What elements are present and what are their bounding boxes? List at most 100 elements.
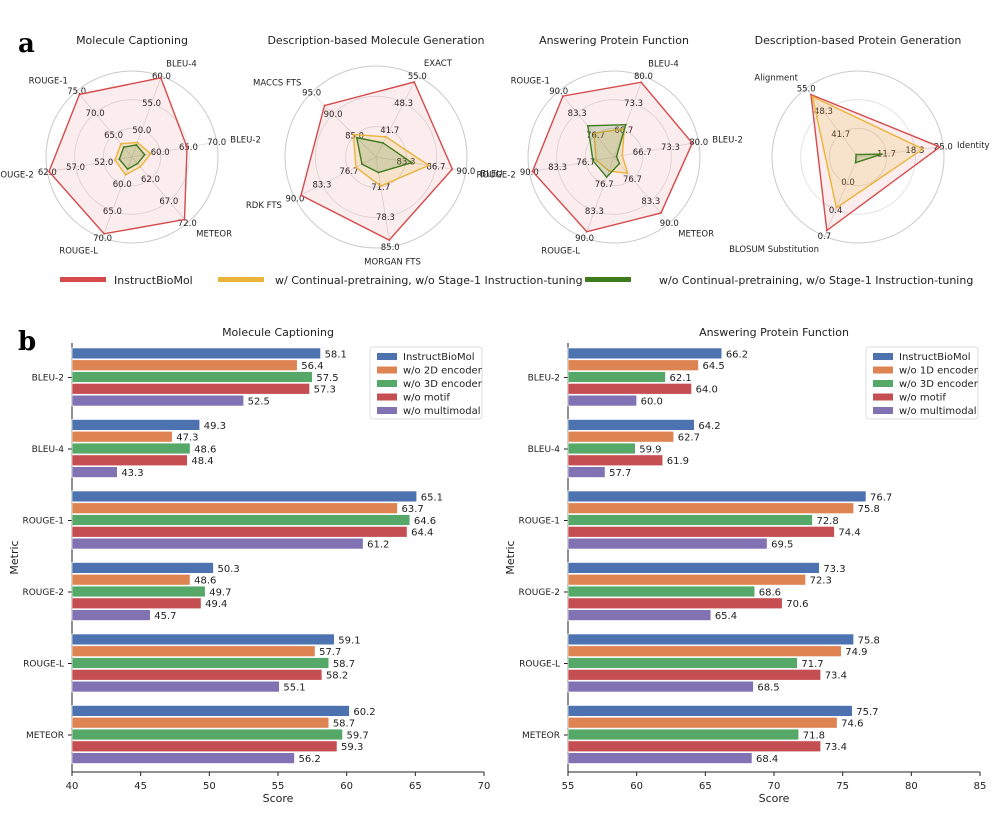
x-tick-label: 65 [409, 781, 422, 792]
bar [71, 716, 330, 729]
radar-point [561, 95, 564, 97]
radar-ring-label: 80.0 [689, 138, 708, 148]
radar-ring-label: 76.7 [595, 180, 614, 190]
radar-point [640, 81, 643, 84]
radar-title: Description-based Molecule Generation [267, 34, 484, 47]
bar [567, 705, 853, 717]
bar [71, 609, 151, 621]
bar-value-label: 73.4 [825, 671, 847, 682]
radar-point [377, 171, 380, 174]
bar [71, 669, 323, 681]
radar-point [810, 93, 812, 96]
category-label: BLEU-2 [528, 374, 560, 384]
radar-ring-label: 73.3 [624, 99, 643, 109]
radar-axis-label: METEOR [678, 229, 714, 239]
radar-ring-label: 83.3 [641, 197, 660, 207]
bar-value-label: 69.5 [771, 540, 793, 551]
bar-value-label: 75.8 [858, 504, 880, 515]
radar-point [835, 206, 838, 209]
bar [71, 419, 201, 431]
radar-point [691, 142, 694, 145]
panel-label-b: b [18, 327, 36, 357]
radar-spoke [613, 156, 670, 224]
x-tick-label: 50 [203, 781, 216, 792]
bar-value-label: 64.0 [696, 385, 718, 396]
radar-spoke [558, 90, 615, 158]
bar-value-label: 62.1 [670, 373, 692, 384]
legend-swatch [218, 277, 264, 282]
radar-axis-label: Identity [957, 141, 990, 151]
radar-ring [556, 99, 672, 215]
legend-label: w/o Continual-pretraining, w/o Stage-1 I… [659, 274, 973, 287]
category-label: ROUGE-2 [22, 588, 64, 598]
radar-point [379, 185, 382, 187]
radar-ring-label: 65.0 [104, 131, 123, 141]
bar [567, 454, 664, 466]
radar-ring-label: 60.0 [113, 180, 132, 190]
bar-value-label: 71.8 [803, 730, 825, 741]
bar [567, 466, 606, 478]
bar-value-label: 70.6 [786, 599, 808, 610]
bar [567, 394, 637, 407]
radar-center-label: 0.0 [841, 178, 855, 188]
bar-value-label: 59.7 [347, 730, 369, 741]
radar-outer-ring [45, 70, 219, 244]
radar-spoke [857, 146, 944, 158]
category-label: ROUGE-1 [518, 517, 560, 527]
bar-value-label: 76.7 [870, 492, 892, 503]
x-tick-label: 65 [699, 781, 712, 792]
radar-point [451, 168, 454, 170]
radar-axis-label: Alignment [754, 73, 798, 83]
radar-point [114, 159, 116, 161]
bar-title: Answering Protein Function [699, 326, 849, 339]
radar-axis-label: METEOR [196, 229, 232, 239]
category-label: METEOR [26, 731, 64, 741]
bar [71, 585, 206, 598]
radar-spoke [131, 141, 217, 158]
bar [71, 394, 244, 407]
panel-label-a: a [18, 29, 35, 59]
bar-title: Molecule Captioning [222, 326, 334, 339]
bar-legend-label: w/o 2D encoder [403, 366, 483, 377]
bar-value-label: 48.4 [191, 456, 213, 467]
radar-point [825, 229, 828, 232]
radar-ring-label: 55.0 [797, 84, 816, 94]
radar-spoke [131, 76, 162, 158]
radar-ring-label: 0.4 [829, 206, 843, 216]
bar [71, 442, 191, 455]
bar-legend-swatch [377, 380, 397, 387]
radar-point [593, 132, 595, 135]
bar [567, 657, 798, 669]
radar-spoke [613, 141, 699, 158]
radar-point [618, 162, 621, 165]
radar-ring [74, 99, 190, 215]
bar-legend-swatch [873, 380, 893, 387]
bar [71, 680, 280, 693]
bar-legend-label: InstructBioMol [403, 352, 475, 363]
radar-ring [800, 99, 916, 215]
radar-series-3 [355, 136, 414, 174]
bar-value-label: 65.1 [421, 492, 443, 503]
bar-value-label: 75.8 [858, 635, 880, 646]
radar-ring [102, 127, 162, 187]
category-label: BLEU-4 [528, 445, 561, 455]
bar [567, 347, 723, 360]
radar-point [300, 194, 302, 197]
bar-value-label: 63.7 [401, 504, 423, 515]
bar [567, 537, 768, 550]
radar-point [120, 142, 122, 145]
category-label: BLEU-2 [32, 374, 64, 384]
bar-value-label: 56.2 [298, 754, 320, 765]
category-label: ROUGE-L [519, 660, 560, 670]
radar-ring-label: 83.3 [548, 163, 567, 173]
x-axis-title: Score [263, 792, 294, 805]
radar-axis-label: ROUGE-2 [476, 170, 515, 180]
bar-legend-swatch [873, 366, 893, 374]
radar-ring-label: 11.7 [877, 150, 896, 160]
bar-value-label: 58.1 [325, 349, 347, 360]
bar-value-label: 57.7 [609, 468, 631, 479]
radar-ring-label: 85.0 [381, 243, 400, 253]
bar [567, 526, 835, 538]
radar-ring-label: 48.3 [394, 99, 413, 109]
